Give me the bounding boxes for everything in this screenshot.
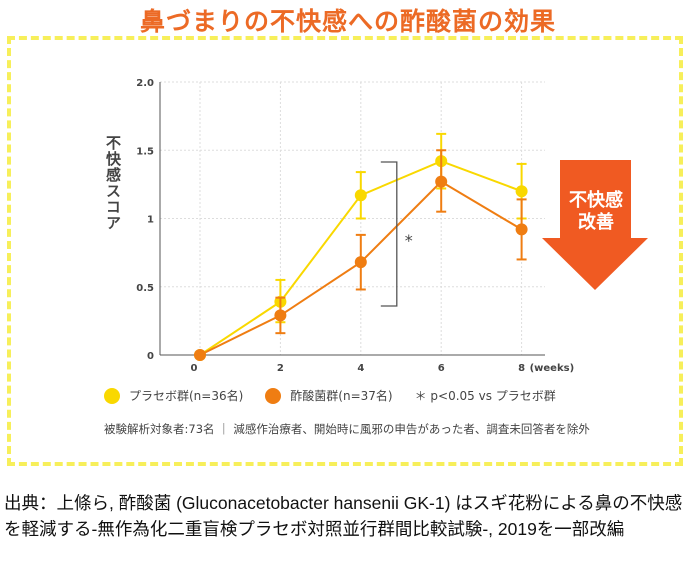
x-axis-unit: (weeks)	[530, 363, 575, 374]
significance-mark: *	[405, 231, 413, 250]
data-point	[354, 256, 367, 269]
legend: プラセボ群(n=36名) 酢酸菌群(n=37名) ＊ p<0.05 vs プラセ…	[104, 387, 556, 404]
data-point	[515, 223, 528, 236]
arrow-label-line2: 改善	[578, 212, 614, 233]
y-tick-label: 1.5	[136, 146, 154, 157]
data-point	[354, 189, 367, 202]
data-point	[274, 309, 287, 322]
subject-note: 被験解析対象者:73名 ｜ 減感作治療者、開始時に風邪の申告があった者、調査未回…	[104, 422, 590, 436]
data-point	[435, 175, 448, 188]
x-tick-label: 0	[191, 363, 198, 374]
x-tick-label: 4	[357, 363, 364, 374]
legend-placebo: プラセボ群(n=36名)	[129, 389, 244, 403]
x-tick-label: 6	[438, 363, 445, 374]
legend-acetic-dot	[265, 387, 282, 404]
arrow-label: 不快感 改善	[560, 190, 632, 234]
y-tick-label: 2.0	[136, 78, 154, 89]
significance-bracket	[380, 161, 398, 307]
improvement-arrow	[542, 160, 648, 290]
source-caption: 出典：上條ら, 酢酸菌 (Gluconacetobacter hansenii …	[4, 493, 683, 539]
data-point	[515, 185, 528, 198]
y-tick-label: 0	[147, 351, 154, 362]
x-tick-label: 2	[277, 363, 284, 374]
y-tick-label: 1	[147, 215, 154, 226]
legend-placebo-dot	[104, 387, 120, 404]
data-point	[194, 349, 206, 361]
line-chart: 0 0.5 1 1.5 2.0 0 2 4 6 8 (weeks) *	[136, 78, 648, 374]
dashed-frame	[7, 36, 683, 466]
legend-acetic: 酢酸菌群(n=37名)	[290, 389, 393, 403]
chart-title: 鼻づまりの不快感への酢酸菌の効果	[139, 7, 556, 36]
y-axis-label: 不快感スコア	[104, 135, 122, 231]
x-tick-label: 8	[518, 363, 525, 374]
y-tick-label: 0.5	[136, 283, 154, 294]
arrow-label-line1: 不快感	[569, 190, 623, 211]
significance-note: ＊ p<0.05 vs プラセボ群	[414, 389, 556, 403]
